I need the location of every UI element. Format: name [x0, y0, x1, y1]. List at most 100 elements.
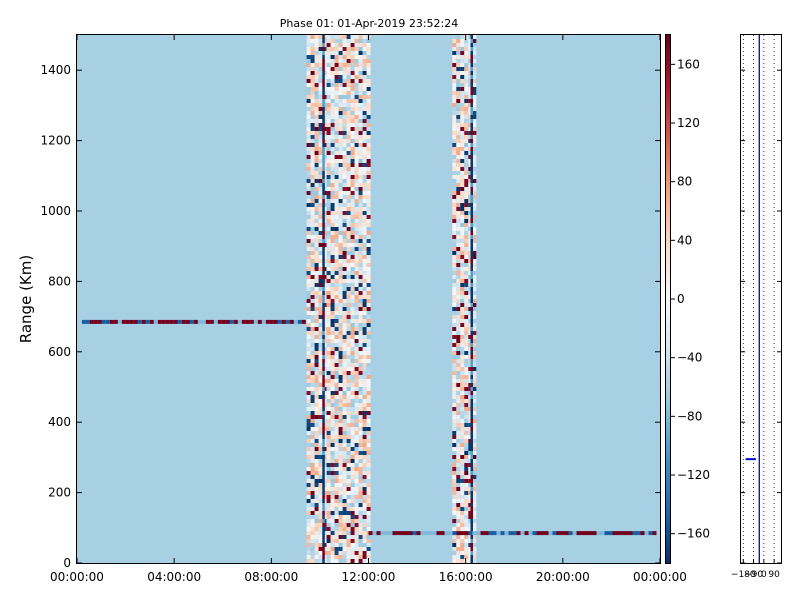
colorbar-segment [666, 296, 671, 300]
colorbar-segment [666, 375, 671, 379]
colorbar-segment [666, 43, 671, 48]
colorbar-tick-label: 0 [677, 292, 685, 306]
colorbar-segment [666, 337, 671, 341]
colorbar-segment [666, 81, 671, 86]
colorbar-segment [666, 401, 671, 405]
colorbar-segment [666, 428, 671, 432]
colorbar-segment [666, 451, 671, 455]
colorbar-segment [666, 445, 671, 449]
colorbar-segment [666, 539, 671, 543]
colorbar-segment [666, 37, 671, 42]
colorbar-segment [666, 495, 671, 499]
colorbar-segment [666, 480, 671, 485]
colorbar-tick-label: 80 [677, 175, 692, 189]
colorbar-segment [666, 313, 671, 317]
colorbar-segment [666, 67, 671, 71]
colorbar-segment [666, 131, 671, 136]
colorbar-segment [666, 389, 671, 394]
colorbar-segment [666, 466, 671, 470]
colorbar-segment [666, 460, 671, 464]
colorbar-segment [666, 125, 671, 130]
colorbar-segment [666, 84, 671, 89]
colorbar-segment [666, 76, 671, 80]
colorbar-segment [666, 489, 671, 493]
colorbar-segment [666, 348, 671, 353]
x-tick-label: 00:00:00 [50, 570, 104, 584]
colorbar-segment [666, 498, 671, 502]
colorbar-segment [666, 304, 671, 309]
x-tick-label: 08:00:00 [244, 570, 298, 584]
y-tick-label: 1200 [40, 134, 71, 148]
colorbar-segment [666, 149, 671, 153]
colorbar-segment [666, 87, 671, 92]
side-x-tick-label: 90 [768, 570, 780, 580]
colorbar-segment [666, 334, 671, 338]
colorbar-segment [666, 372, 671, 376]
colorbar-segment [666, 366, 671, 370]
colorbar-segment [666, 181, 671, 185]
colorbar-segment [666, 255, 671, 259]
colorbar-segment [666, 272, 671, 276]
colorbar-segment [666, 161, 671, 165]
colorbar-segment [666, 548, 671, 552]
colorbar-segment [666, 378, 671, 382]
colorbar-segment [666, 213, 671, 218]
x-tick-label: 20:00:00 [536, 570, 590, 584]
colorbar-tick-label: −40 [677, 351, 702, 365]
colorbar-segment [666, 70, 671, 74]
colorbar-segment [666, 158, 671, 162]
colorbar-segment [666, 164, 671, 168]
colorbar-segment [666, 222, 671, 226]
colorbar-segment [666, 319, 671, 323]
colorbar-axis: 160 120 80 40 0 −40 −80 −120 −160 [671, 57, 710, 541]
colorbar-segment [666, 143, 671, 147]
colorbar-segment [666, 510, 671, 514]
colorbar-segment [666, 246, 671, 250]
colorbar-segment [666, 384, 671, 388]
bright-column-1 [322, 35, 325, 563]
colorbar-segment [666, 381, 671, 385]
colorbar-segment [666, 152, 671, 156]
colorbar-segment [666, 134, 671, 138]
colorbar-segment [666, 287, 671, 291]
colorbar-segment [666, 237, 671, 241]
y-tick-label: 400 [48, 415, 71, 429]
heatmap [77, 35, 660, 563]
colorbar-segment [666, 169, 671, 174]
colorbar-segment [666, 501, 671, 505]
colorbar-segment [666, 325, 671, 329]
colorbar-segment [666, 140, 671, 144]
colorbar-segment [666, 448, 671, 452]
colorbar-segment [666, 351, 671, 356]
colorbar-segment [666, 395, 671, 400]
colorbar-segment [666, 175, 671, 180]
colorbar-frame [665, 34, 671, 564]
colorbar-segment [666, 419, 671, 423]
colorbar-segment [666, 49, 671, 53]
colorbar-segment [666, 328, 671, 332]
colorbar-segment [666, 155, 671, 159]
colorbar-segment [666, 407, 671, 411]
y-tick-label: 600 [48, 345, 71, 359]
colorbar-segment [666, 492, 671, 496]
colorbar-segment [666, 463, 671, 467]
colorbar-segment [666, 290, 671, 294]
colorbar-segment [666, 55, 671, 59]
colorbar-segment [666, 205, 671, 209]
colorbar-segment [666, 436, 671, 441]
colorbar-segment [666, 269, 671, 273]
colorbar-segment [666, 225, 671, 229]
colorbar-segment [666, 530, 671, 534]
colorbar-segment [666, 301, 671, 306]
colorbar-segment [666, 102, 671, 106]
y-tick-label: 200 [48, 486, 71, 500]
colorbar-segment [666, 52, 671, 56]
colorbar-segment [666, 360, 671, 364]
colorbar-segment [666, 128, 671, 133]
colorbar-segment [666, 507, 671, 511]
colorbar-segment [666, 454, 671, 458]
colorbar [666, 35, 671, 564]
colorbar-segment [666, 331, 671, 335]
colorbar-segment [666, 483, 671, 488]
